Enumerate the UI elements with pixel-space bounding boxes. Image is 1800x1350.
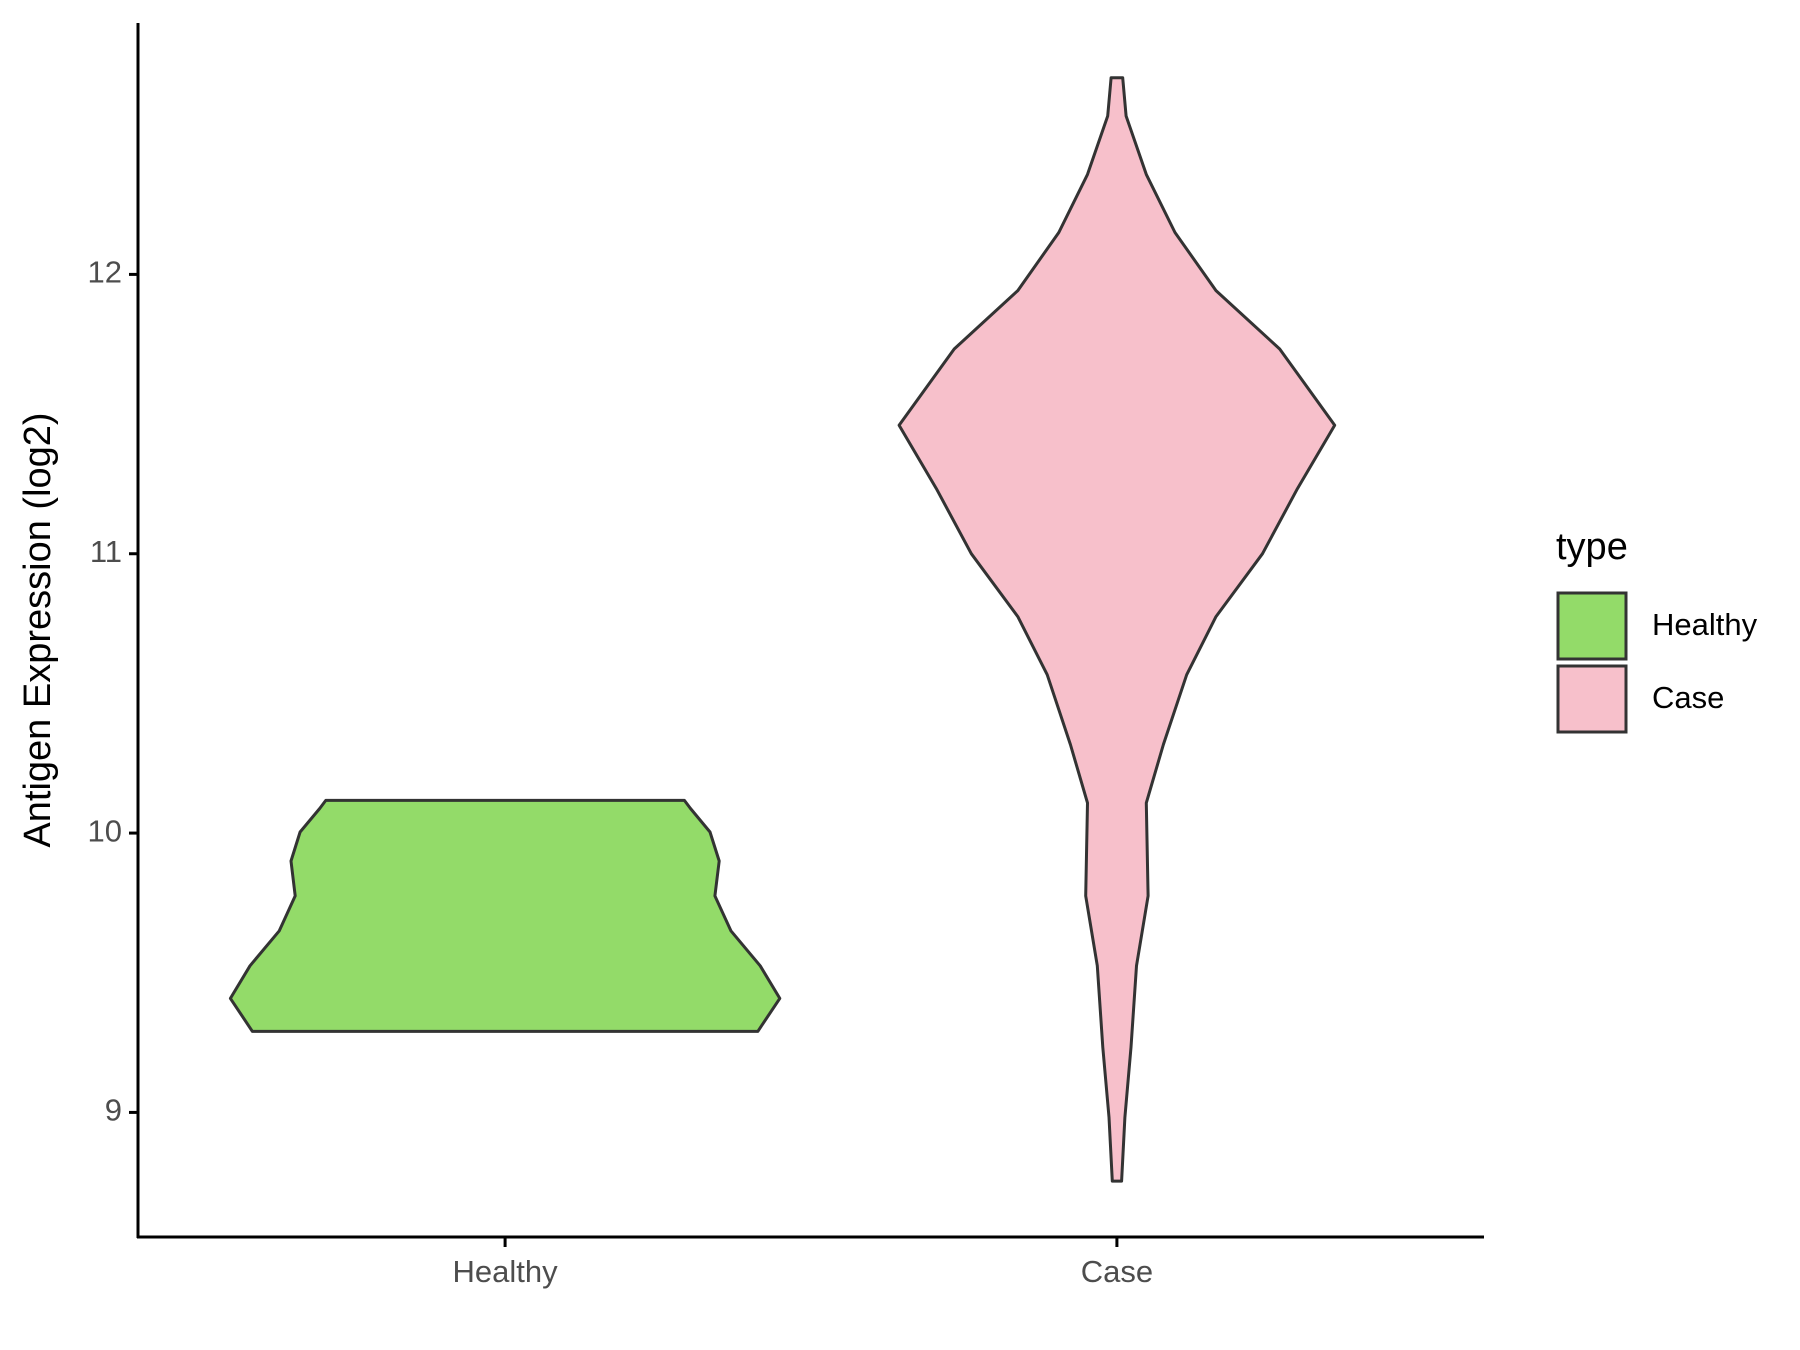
legend-title: type xyxy=(1556,526,1628,568)
x-tick-label: Healthy xyxy=(453,1254,559,1289)
y-tick-label: 11 xyxy=(90,534,122,569)
y-tick-label: 12 xyxy=(88,255,122,290)
legend-key xyxy=(1556,664,1628,734)
y-axis-label: Antigen Expression (log2) xyxy=(17,412,59,847)
violin xyxy=(228,798,782,1033)
y-tick-label: 10 xyxy=(88,813,122,848)
x-tick-label: Case xyxy=(1081,1254,1153,1289)
legend-label: Case xyxy=(1652,680,1724,715)
violin xyxy=(897,76,1337,1183)
y-tick-label: 9 xyxy=(105,1093,122,1128)
legend-label: Healthy xyxy=(1652,607,1758,642)
legend-key xyxy=(1556,591,1628,661)
